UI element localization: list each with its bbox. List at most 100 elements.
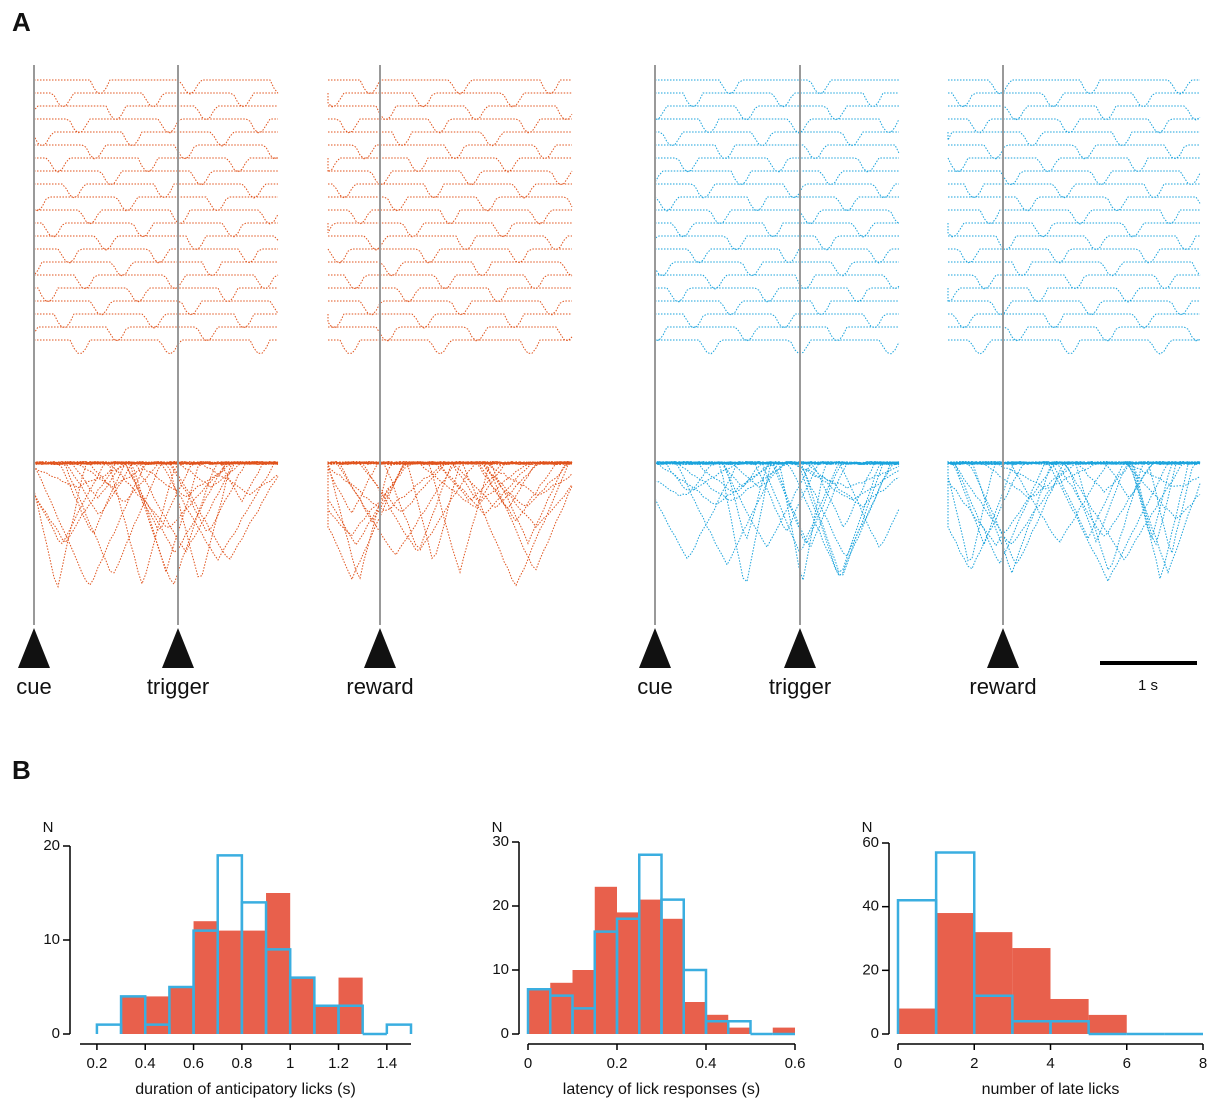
x-tick-label: 0.8 (231, 1055, 252, 1072)
trace (947, 460, 1201, 547)
trace (654, 105, 899, 121)
trace (33, 461, 279, 574)
histogram-outline (682, 968, 708, 1034)
trace (327, 460, 572, 580)
y-tick-label: 30 (492, 833, 509, 850)
histogram-bar (314, 1005, 339, 1034)
trace (33, 105, 278, 121)
trace (948, 105, 1201, 121)
histogram-outline (727, 1019, 752, 1034)
x-tick-label: 1 (286, 1055, 294, 1072)
event-label: reward (969, 674, 1036, 699)
trace (654, 460, 900, 576)
trace (654, 461, 900, 560)
trace (947, 461, 1201, 574)
x-tick-label: 0.2 (607, 1055, 628, 1072)
trace (947, 460, 1201, 561)
trace (948, 235, 1200, 251)
trace (947, 460, 1201, 543)
trace (947, 460, 1201, 543)
histogram-bar (898, 1008, 937, 1034)
trace (34, 235, 279, 251)
y-tick-label: 60 (862, 834, 879, 851)
trace (328, 118, 572, 134)
trace (33, 461, 279, 532)
histogram-bar (241, 930, 267, 1034)
trace (327, 460, 573, 512)
trace (34, 157, 278, 173)
histogram-outline (934, 851, 976, 1034)
panel-label: A (12, 7, 31, 37)
x-axis-label: latency of lick responses (s) (563, 1081, 760, 1098)
trace (947, 460, 1201, 575)
trace (34, 300, 279, 316)
trace (33, 326, 278, 342)
y-tick-label: 0 (52, 1025, 60, 1042)
y-tick-label: 20 (43, 837, 60, 854)
x-tick-label: 4 (1046, 1055, 1054, 1072)
histogram-outline (1049, 1020, 1090, 1034)
histogram-bar (193, 921, 218, 1034)
trace (33, 460, 279, 543)
y-tick-label: 20 (492, 897, 509, 914)
trace (327, 92, 572, 108)
trace (328, 196, 573, 212)
trace (655, 222, 899, 238)
trace (33, 460, 279, 502)
y-tick-label: 20 (862, 961, 879, 978)
trace (655, 274, 900, 290)
trace (948, 326, 1201, 342)
y-axis-label: N (43, 819, 54, 836)
trace (654, 461, 899, 545)
trace (948, 144, 1200, 160)
trace (947, 460, 1201, 540)
trace (654, 460, 900, 505)
trace (328, 105, 573, 121)
x-tick-label: 0.4 (696, 1055, 717, 1072)
lick-traces (33, 79, 1201, 589)
event-marker (784, 628, 816, 668)
trace (654, 261, 899, 277)
x-tick-label: 0 (894, 1055, 902, 1072)
trace (328, 170, 573, 186)
trace (948, 183, 1200, 199)
trace (33, 460, 279, 586)
trace (948, 339, 1200, 355)
trace (328, 287, 572, 303)
trace (33, 460, 279, 531)
trace (948, 300, 1200, 316)
trace (654, 461, 900, 501)
trace (33, 460, 279, 503)
y-tick-label: 10 (492, 961, 509, 978)
trace (33, 461, 279, 560)
trace (655, 79, 899, 95)
trace (654, 326, 899, 342)
trace (34, 209, 279, 225)
histogram-outline (973, 994, 1014, 1034)
trace (34, 287, 278, 303)
trace (655, 313, 899, 329)
trace (327, 461, 573, 551)
trace (654, 460, 900, 501)
trace (655, 131, 899, 147)
trace (328, 131, 572, 147)
trace (33, 461, 279, 528)
x-axis-label: number of late licks (982, 1081, 1120, 1098)
trace (327, 460, 573, 507)
trace (328, 326, 573, 342)
trace (327, 222, 572, 238)
trace (655, 248, 899, 264)
histogram-bar (266, 893, 291, 1034)
trace (34, 183, 278, 199)
trace (654, 461, 900, 577)
histogram-bar (661, 918, 684, 1034)
histogram-bar (550, 982, 573, 1034)
histogram-outline (385, 1023, 413, 1034)
trace (328, 79, 572, 95)
trace (947, 461, 1201, 494)
histogram-bar (639, 899, 662, 1034)
trace (948, 274, 1200, 290)
trace (328, 274, 572, 290)
trace (34, 313, 278, 329)
